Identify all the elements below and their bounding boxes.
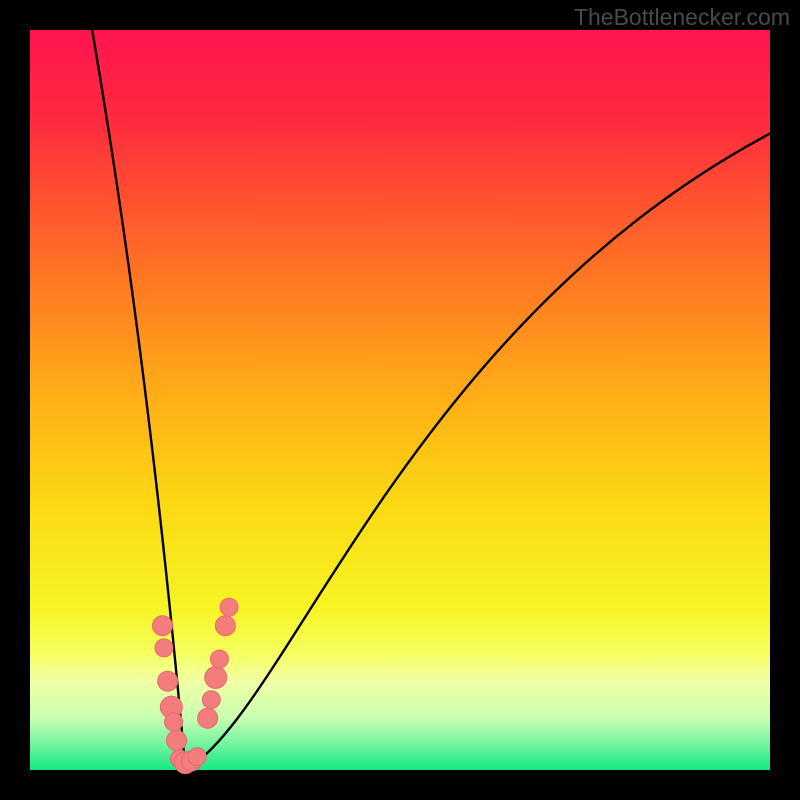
chart-container: TheBottlenecker.com bbox=[0, 0, 800, 800]
bottleneck-curve-chart bbox=[0, 0, 800, 800]
